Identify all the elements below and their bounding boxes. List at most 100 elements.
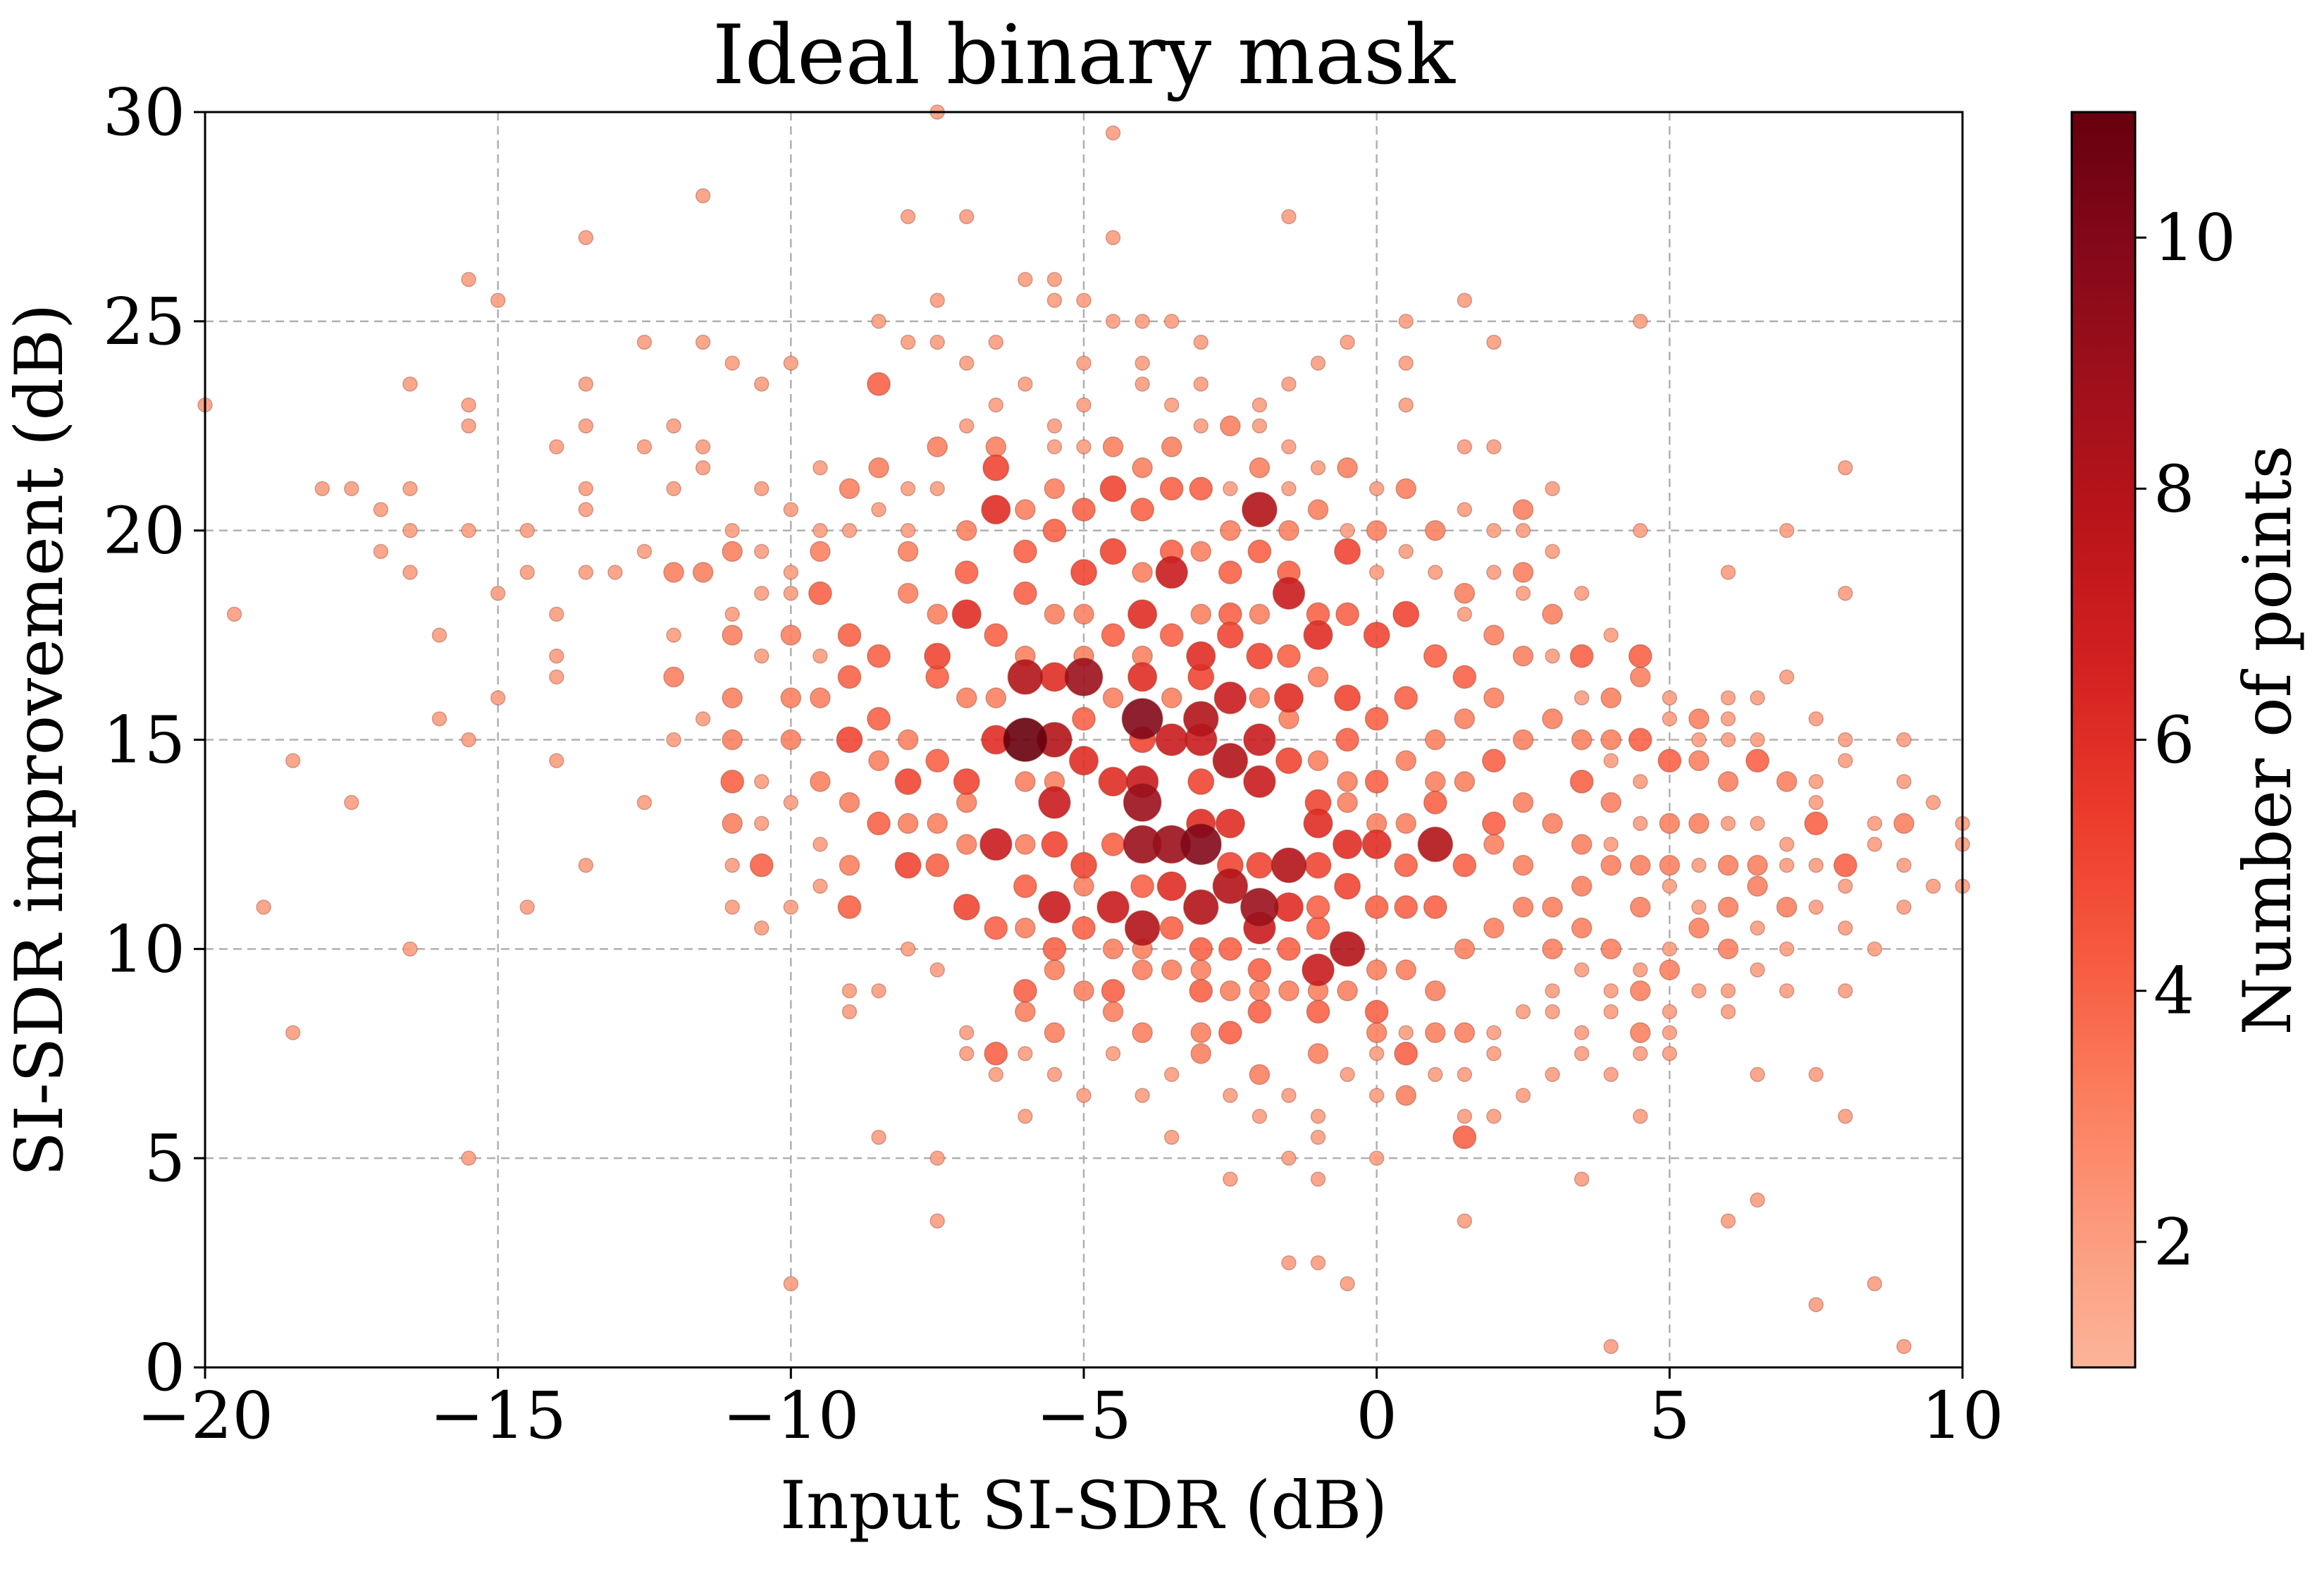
scatter-point	[722, 729, 743, 751]
scatter-point	[1278, 980, 1299, 1002]
scatter-point	[607, 565, 623, 580]
scatter-point	[1193, 334, 1209, 350]
scatter-point	[1281, 1150, 1297, 1166]
scatter-point	[724, 355, 740, 371]
scatter-point	[1132, 1022, 1153, 1043]
scatter-point	[1364, 999, 1389, 1024]
scatter-point	[1121, 698, 1163, 740]
scatter-point	[1015, 834, 1036, 855]
scatter-point	[1457, 606, 1473, 622]
scatter-point	[1163, 314, 1180, 329]
scatter-point	[636, 439, 653, 455]
scatter-point	[929, 334, 945, 350]
scatter-point	[1896, 774, 1912, 789]
scatter-point	[1867, 941, 1883, 957]
scatter-point	[956, 834, 977, 855]
scatter-point	[985, 687, 1007, 708]
scatter-point	[1013, 978, 1037, 1003]
scatter-point	[1340, 334, 1355, 350]
scatter-point	[953, 893, 980, 921]
colorbar: 2 4 6 8 10 Number of points	[2070, 111, 2306, 1369]
scatter-point	[1424, 980, 1446, 1002]
scatter-point	[1271, 847, 1307, 883]
scatter-point	[956, 519, 977, 541]
scatter-point	[1571, 729, 1593, 751]
scatter-point	[897, 541, 919, 562]
scatter-point	[1275, 747, 1303, 775]
scatter-point	[754, 648, 769, 664]
scatter-point	[1212, 868, 1249, 904]
scatter-point	[1218, 1021, 1242, 1045]
scatter-point	[1569, 769, 1594, 794]
scatter-point	[1310, 1171, 1326, 1187]
scatter-point	[1364, 769, 1389, 794]
scatter-point	[867, 644, 891, 668]
scatter-point	[1161, 687, 1182, 708]
scatter-point	[1038, 890, 1071, 924]
scatter-point	[1015, 771, 1036, 792]
scatter-point	[1717, 897, 1739, 918]
scatter-point	[1337, 980, 1358, 1002]
scatter-point	[1190, 1042, 1212, 1064]
scatter-point	[461, 271, 476, 288]
scatter-point	[1368, 1046, 1385, 1062]
x-tick-label: 5	[1649, 1378, 1691, 1453]
y-tick-label: 25	[103, 284, 185, 359]
scatter-point	[929, 1150, 945, 1166]
scatter-point	[1808, 857, 1824, 873]
scatter-point	[783, 502, 799, 517]
scatter-point	[519, 899, 535, 915]
scatter-point	[900, 522, 916, 539]
y-tick-label: 5	[144, 1121, 185, 1196]
scatter-point	[1310, 1109, 1326, 1124]
scatter-point	[692, 562, 714, 583]
scatter-point	[1102, 436, 1124, 457]
scatter-point	[1249, 1064, 1271, 1085]
scatter-point	[1163, 1066, 1180, 1083]
scatter-point	[1424, 729, 1446, 751]
scatter-point	[1278, 519, 1299, 541]
scatter-point	[578, 230, 594, 245]
scatter-point	[1600, 854, 1622, 876]
scatter-point	[344, 481, 359, 497]
scatter-point	[519, 522, 535, 539]
scatter-point	[1662, 690, 1678, 706]
scatter-point	[1335, 727, 1360, 752]
scatter-point	[1896, 857, 1912, 873]
scatter-point	[1424, 1022, 1446, 1043]
scatter-point	[1070, 558, 1098, 586]
scatter-point	[1542, 708, 1563, 730]
y-axis-label: SI-SDR improvement (dB)	[1, 304, 78, 1177]
scatter-point	[1600, 729, 1622, 751]
scatter-point	[1243, 723, 1276, 756]
scatter-point	[1394, 1041, 1418, 1066]
scatter-point	[1515, 1004, 1531, 1020]
scatter-point	[1837, 460, 1853, 476]
scatter-point	[285, 753, 301, 768]
scatter-point	[1720, 690, 1736, 706]
scatter-point	[1483, 917, 1504, 939]
scatter-point	[1542, 897, 1563, 918]
scatter-point	[1182, 701, 1219, 737]
scatter-point	[1395, 478, 1417, 500]
scatter-point	[1571, 875, 1593, 897]
scatter-point	[1574, 962, 1590, 978]
scatter-point	[724, 606, 740, 622]
scatter-point	[1398, 314, 1414, 329]
colorbar-tick-label: 8	[2153, 451, 2195, 527]
scatter-point	[1574, 1025, 1590, 1040]
scatter-point	[1219, 519, 1241, 541]
scatter-point	[402, 941, 418, 957]
scatter-point	[929, 962, 945, 978]
scatter-point	[897, 582, 919, 604]
scatter-point	[900, 209, 916, 225]
scatter-point	[1180, 823, 1222, 866]
scatter-point	[1662, 878, 1678, 894]
scatter-point	[256, 899, 271, 915]
scatter-point	[1304, 851, 1332, 879]
scatter-point	[929, 1213, 945, 1229]
scatter-point	[578, 418, 594, 433]
scatter-point	[663, 666, 684, 688]
scatter-point	[1925, 794, 1941, 811]
scatter-point	[1486, 439, 1502, 455]
